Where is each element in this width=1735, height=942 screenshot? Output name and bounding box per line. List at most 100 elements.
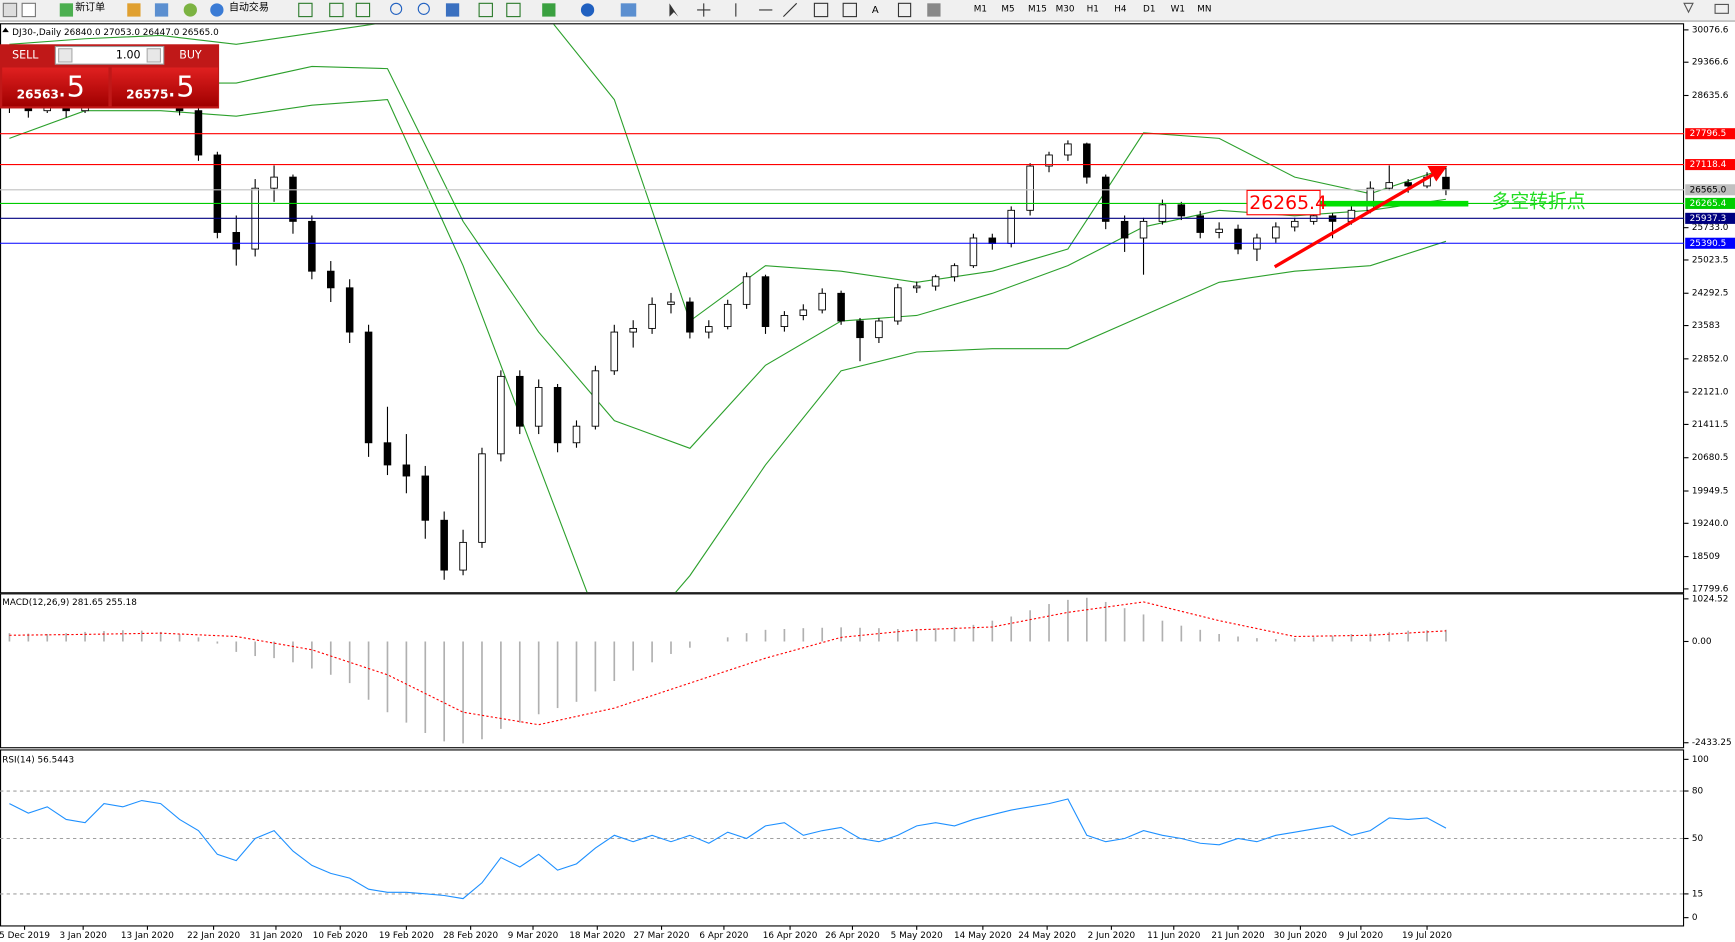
price-label: 27796.5	[1690, 129, 1727, 139]
candle-body	[1196, 215, 1204, 233]
price-label-bg	[1685, 159, 1735, 171]
candle-body	[610, 331, 619, 372]
rsi-title: RSI(14)	[2, 755, 35, 765]
signal-value: 255.18	[106, 598, 137, 608]
timeframe-button[interactable]: M15	[1028, 4, 1047, 14]
x-tick-label: 22 Jan 2020	[187, 931, 240, 941]
candle-body	[875, 320, 883, 339]
rsi-line	[9, 798, 1447, 900]
candle-body	[1215, 228, 1223, 233]
timeframe-button[interactable]: D1	[1143, 4, 1155, 14]
annotation-label: 多空转折点	[1492, 191, 1586, 213]
y-tick-label: 30076.6	[1692, 25, 1729, 35]
candle-body	[667, 301, 675, 305]
toolbar	[0, 0, 1735, 22]
candle-body	[364, 331, 373, 444]
candle-body	[988, 237, 997, 244]
y-tick-label: 24292.5	[1692, 289, 1729, 299]
price-label: 26265.4	[1690, 199, 1727, 209]
candle-body	[1404, 182, 1412, 187]
new-order-button[interactable]: 新订单	[75, 1, 105, 14]
x-tick-label: 5 May 2020	[891, 931, 943, 941]
x-tick-label: 13 Jan 2020	[121, 931, 174, 941]
y-tick-label: 100	[1692, 755, 1709, 765]
price-label-bg	[1685, 197, 1735, 209]
candle-body	[969, 237, 978, 267]
main-chart: 30076.6 29366.6 28635.6 25733.0 25023.5 24292…	[0, 24, 1735, 594]
buy-button[interactable]: BUY	[179, 48, 202, 61]
header-close: 26565.0	[182, 28, 219, 38]
y-tick-label: 20680.5	[1692, 453, 1729, 463]
candle-body	[289, 176, 297, 222]
volume-input[interactable]: 1.00	[116, 48, 141, 61]
x-tick-label: 19 Jul 2020	[1402, 931, 1452, 941]
candle-body	[497, 375, 505, 455]
candle-body	[1290, 220, 1299, 228]
price-label: 25390.5	[1690, 239, 1727, 249]
y-tick-label: 21411.5	[1692, 420, 1729, 430]
sell-price[interactable]: 26563	[17, 88, 59, 102]
y-tick-label: 15	[1692, 889, 1703, 899]
candle-body	[742, 276, 751, 305]
candle-body	[705, 326, 713, 333]
timeframe-button[interactable]: MN	[1197, 4, 1211, 14]
candle-body	[591, 370, 600, 427]
candle-body	[402, 464, 411, 477]
price-label-bg	[1685, 237, 1735, 249]
x-tick-label: 6 Apr 2020	[699, 931, 748, 941]
header-low: 26447.0	[143, 28, 180, 38]
candle-body	[1234, 228, 1242, 250]
candle-body	[950, 265, 959, 278]
sell-price-fraction[interactable]: .5	[58, 70, 85, 104]
y-tick-label: 1024.52	[1692, 594, 1729, 604]
x-tick-label: 14 May 2020	[954, 931, 1012, 941]
symbol: DJ30-,Daily	[12, 28, 61, 38]
candle-body	[1158, 204, 1167, 222]
x-tick-label: 10 Feb 2020	[313, 931, 368, 941]
candle-body	[534, 386, 543, 427]
x-tick-label: 18 Mar 2020	[569, 931, 625, 941]
x-tick-label: 9 Mar 2020	[508, 931, 559, 941]
candle-body	[1272, 226, 1280, 239]
timeframe-button[interactable]: M1	[974, 4, 987, 14]
candle-body	[723, 303, 732, 328]
candle-body	[213, 154, 222, 233]
candle-body	[459, 541, 467, 571]
candle-body	[572, 425, 581, 444]
header-high: 27053.0	[103, 28, 140, 38]
x-tick-label: 19 Feb 2020	[379, 931, 434, 941]
buy-price-fraction[interactable]: .5	[167, 70, 194, 104]
candle-body	[856, 320, 864, 339]
timeframe-button[interactable]: M5	[1001, 4, 1014, 14]
candle-body	[194, 110, 203, 156]
timeframe-button[interactable]: H1	[1087, 4, 1099, 14]
y-tick-label: 19240.0	[1692, 519, 1729, 529]
timeframes: M1 M5 M15 M30 H1 H4 D1 W1 MN	[974, 4, 1212, 14]
bollinger-upper	[9, 24, 1447, 322]
chart-header: DJ30-,Daily 26840.0 27053.0 26447.0 2656…	[12, 28, 219, 38]
y-tick-label: 23583	[1692, 321, 1720, 331]
timeframe-button[interactable]: W1	[1171, 4, 1185, 14]
x-tick-label: 5 Dec 2019	[0, 931, 50, 941]
candle-body	[894, 287, 902, 322]
macd-panel	[0, 593, 1685, 749]
y-tick-label: 50	[1692, 834, 1704, 844]
x-tick-label: 16 Apr 2020	[763, 931, 818, 941]
y-tick-label: 29366.6	[1692, 58, 1729, 68]
candle-body	[1007, 209, 1015, 244]
candle-body	[440, 519, 448, 571]
candle-body	[1177, 204, 1186, 217]
candle-body	[931, 276, 940, 287]
candle-body	[1139, 220, 1148, 239]
sell-button[interactable]: SELL	[12, 48, 39, 61]
timeframe-button[interactable]: H4	[1114, 4, 1127, 14]
timeframe-button[interactable]: M30	[1056, 4, 1075, 14]
auto-trading-button[interactable]: 自动交易	[229, 1, 269, 14]
candle-body	[837, 292, 845, 322]
buy-price[interactable]: 26575	[126, 88, 168, 102]
candle-body	[912, 285, 921, 289]
y-tick-label: 0	[1692, 913, 1698, 923]
trend-arrow	[1273, 171, 1438, 269]
rsi-value: 56.5443	[38, 755, 75, 765]
candle-body	[270, 176, 278, 189]
